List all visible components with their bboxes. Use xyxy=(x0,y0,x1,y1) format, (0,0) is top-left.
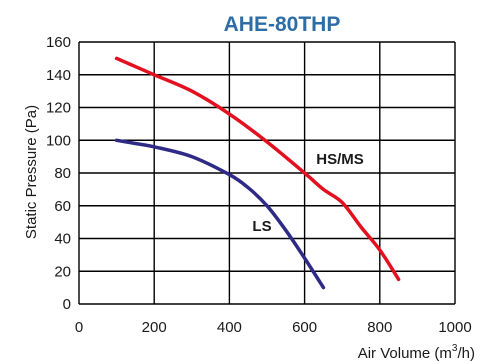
chart-title: AHE-80THP xyxy=(224,13,341,36)
x-tick-label: 200 xyxy=(142,319,167,336)
y-tick-label: 100 xyxy=(46,132,71,149)
x-tick-label: 0 xyxy=(75,319,83,336)
y-axis-label: Static Pressure (Pa) xyxy=(23,105,40,239)
x-axis-label: Air Volume (m3/h) xyxy=(358,343,475,362)
x-tick-label: 800 xyxy=(367,319,392,336)
x-axis-label-end: /h) xyxy=(457,345,475,362)
y-tick-label: 140 xyxy=(46,67,71,84)
series-label-hs-ms: HS/MS xyxy=(316,151,364,168)
grid xyxy=(78,41,456,305)
y-tick-label: 120 xyxy=(46,100,71,117)
x-tick-label: 600 xyxy=(292,319,317,336)
y-tick-label: 160 xyxy=(46,34,71,51)
y-tick-label: 40 xyxy=(54,231,71,248)
x-axis-label-main: Air Volume (m xyxy=(358,345,452,362)
series-lines xyxy=(114,56,401,290)
series-line-hs-ms xyxy=(114,56,401,282)
x-tick-labels: 0 200 400 600 800 1000 xyxy=(75,319,472,336)
y-tick-labels: 0 20 40 60 80 100 120 140 160 xyxy=(46,34,71,313)
y-tick-label: 0 xyxy=(63,296,71,313)
x-tick-label: 400 xyxy=(217,319,242,336)
y-tick-label: 20 xyxy=(54,263,71,280)
series-label-ls: LS xyxy=(252,218,271,235)
x-axis-label-superscript: 3 xyxy=(452,343,458,354)
y-tick-label: 60 xyxy=(54,198,71,215)
series-line-ls xyxy=(114,138,326,290)
y-tick-label: 80 xyxy=(54,165,71,182)
x-tick-label: 1000 xyxy=(438,319,471,336)
